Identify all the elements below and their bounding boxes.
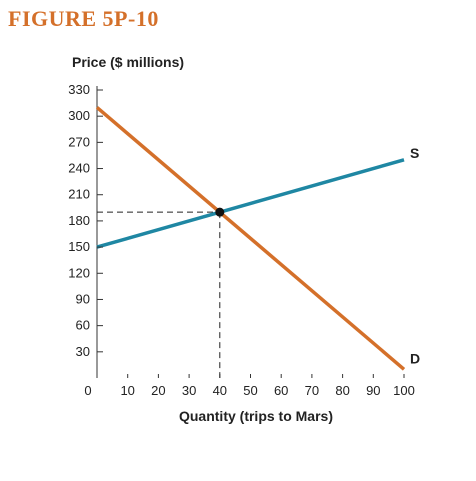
y-axis-title: Price ($ millions) (72, 54, 184, 70)
demand-curve (95, 106, 406, 371)
equilibrium-point (215, 207, 225, 217)
y-tick-label: 150 (68, 239, 90, 254)
y-tick-label: 240 (68, 161, 90, 176)
y-tick-label: 120 (68, 265, 90, 280)
x-tick-label: 50 (243, 383, 257, 398)
x-tick-label: 20 (151, 383, 165, 398)
x-tick-label: 0 (84, 383, 91, 398)
y-tick-label: 180 (68, 213, 90, 228)
y-tick-label: 300 (68, 108, 90, 123)
x-tick-label: 100 (393, 383, 415, 398)
figure-title: FIGURE 5P-10 (8, 6, 159, 31)
supply-curve (96, 158, 405, 249)
y-tick-label: 270 (68, 134, 90, 149)
x-tick-label: 80 (335, 383, 349, 398)
supply-label: S (410, 145, 419, 161)
demand-label: D (410, 350, 420, 366)
x-tick-label: 90 (366, 383, 380, 398)
y-tick-label: 330 (68, 82, 90, 97)
x-tick-label: 30 (182, 383, 196, 398)
y-tick-label: 30 (76, 344, 90, 359)
y-tick-label: 60 (76, 318, 90, 333)
y-tick-label: 90 (76, 291, 90, 306)
x-tick-label: 40 (213, 383, 227, 398)
x-tick-label: 10 (120, 383, 134, 398)
x-tick-label: 70 (305, 383, 319, 398)
y-tick-label: 210 (68, 187, 90, 202)
x-axis-title: Quantity (trips to Mars) (179, 408, 333, 424)
x-tick-label: 60 (274, 383, 288, 398)
